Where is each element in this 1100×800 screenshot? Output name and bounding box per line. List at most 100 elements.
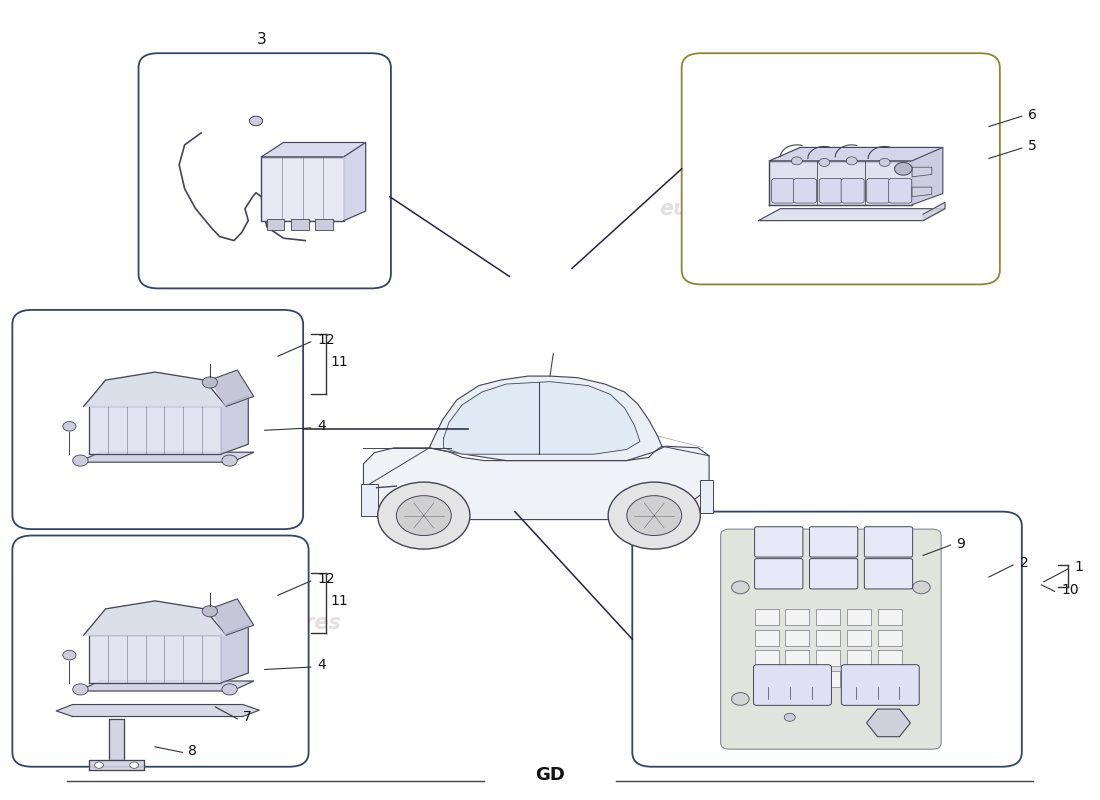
Bar	[847, 671, 871, 687]
Bar	[878, 630, 902, 646]
Text: 7: 7	[243, 710, 252, 724]
Circle shape	[222, 455, 238, 466]
Bar	[701, 480, 714, 514]
FancyBboxPatch shape	[820, 178, 843, 203]
Circle shape	[732, 693, 749, 706]
FancyBboxPatch shape	[12, 535, 309, 766]
Bar	[361, 484, 377, 515]
Circle shape	[894, 162, 912, 175]
Circle shape	[627, 496, 682, 535]
FancyBboxPatch shape	[842, 178, 865, 203]
Text: euros: euros	[660, 614, 726, 634]
FancyBboxPatch shape	[810, 526, 858, 557]
FancyBboxPatch shape	[810, 558, 858, 589]
Circle shape	[222, 684, 238, 695]
Text: 8: 8	[188, 744, 197, 758]
Polygon shape	[89, 635, 221, 683]
Bar	[785, 609, 810, 625]
Text: 11: 11	[331, 354, 349, 369]
Bar	[878, 609, 902, 625]
Polygon shape	[210, 370, 254, 406]
Bar	[267, 219, 285, 230]
FancyBboxPatch shape	[12, 310, 304, 529]
Circle shape	[73, 455, 88, 466]
FancyBboxPatch shape	[865, 526, 913, 557]
Polygon shape	[923, 202, 945, 221]
Text: 3: 3	[256, 32, 266, 47]
Circle shape	[818, 158, 829, 166]
FancyBboxPatch shape	[632, 512, 1022, 766]
Polygon shape	[343, 142, 365, 221]
Circle shape	[73, 684, 88, 695]
FancyBboxPatch shape	[842, 665, 920, 706]
Text: 12: 12	[318, 572, 336, 586]
Polygon shape	[84, 372, 227, 406]
Polygon shape	[912, 167, 932, 177]
Polygon shape	[443, 382, 640, 454]
FancyBboxPatch shape	[754, 665, 832, 706]
Bar	[785, 650, 810, 666]
Bar	[755, 671, 779, 687]
Circle shape	[63, 422, 76, 431]
Text: pares: pares	[276, 198, 341, 218]
Polygon shape	[89, 406, 221, 454]
Polygon shape	[78, 452, 254, 462]
FancyBboxPatch shape	[720, 529, 942, 749]
Polygon shape	[769, 161, 912, 205]
FancyBboxPatch shape	[867, 178, 890, 203]
Bar	[847, 650, 871, 666]
Bar	[316, 219, 332, 230]
Circle shape	[250, 116, 263, 126]
Text: euros: euros	[210, 198, 276, 218]
Polygon shape	[84, 601, 227, 635]
Text: GD: GD	[535, 766, 565, 784]
Polygon shape	[912, 187, 932, 197]
Text: 10: 10	[1062, 582, 1079, 597]
Bar	[785, 630, 810, 646]
FancyBboxPatch shape	[771, 178, 794, 203]
Circle shape	[377, 482, 470, 549]
Polygon shape	[221, 626, 249, 683]
Bar	[816, 630, 840, 646]
Bar	[816, 609, 840, 625]
Circle shape	[791, 157, 802, 165]
Circle shape	[846, 157, 857, 165]
Text: 4: 4	[318, 658, 326, 672]
Text: pares: pares	[276, 614, 341, 634]
Text: 4: 4	[318, 418, 326, 433]
Bar	[755, 609, 779, 625]
Circle shape	[732, 581, 749, 594]
FancyBboxPatch shape	[755, 558, 803, 589]
Text: 6: 6	[1028, 107, 1037, 122]
Text: pares: pares	[748, 198, 813, 218]
Polygon shape	[221, 397, 249, 454]
Bar	[755, 650, 779, 666]
Bar	[847, 609, 871, 625]
Text: euros: euros	[210, 614, 276, 634]
Bar	[816, 650, 840, 666]
Polygon shape	[759, 209, 945, 221]
Bar	[847, 630, 871, 646]
FancyBboxPatch shape	[682, 54, 1000, 285]
Polygon shape	[262, 142, 365, 157]
Text: pares: pares	[748, 614, 813, 634]
Circle shape	[608, 482, 701, 549]
Circle shape	[63, 650, 76, 660]
Polygon shape	[210, 599, 254, 635]
Text: 1: 1	[1075, 561, 1084, 574]
Text: 9: 9	[956, 537, 965, 550]
Polygon shape	[109, 719, 124, 760]
Text: 2: 2	[1020, 557, 1028, 570]
FancyBboxPatch shape	[139, 54, 390, 288]
Polygon shape	[769, 147, 943, 161]
Bar	[785, 671, 810, 687]
Circle shape	[95, 762, 103, 768]
Text: euros: euros	[660, 198, 726, 218]
Polygon shape	[912, 147, 943, 205]
FancyBboxPatch shape	[889, 178, 912, 203]
Circle shape	[396, 496, 451, 535]
Bar	[878, 650, 902, 666]
Polygon shape	[78, 681, 254, 691]
Polygon shape	[429, 376, 662, 461]
Text: 11: 11	[331, 594, 349, 608]
